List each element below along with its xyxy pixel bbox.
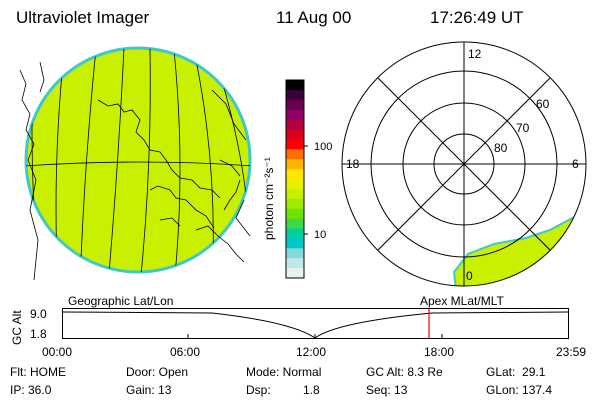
colorbar-swatch [286,139,304,150]
date-label: 11 Aug 00 [276,8,352,27]
colorbar-swatch [286,179,304,190]
colorbar-swatch [286,109,304,121]
colorbar-swatch [286,188,304,200]
geographic-map [19,46,252,281]
colorbar-swatch [286,258,304,269]
colorbar-swatch [286,80,304,91]
coastlines [19,61,251,281]
colorbar-swatch [286,89,304,101]
gc-alt-value: GC Alt: 8.3 Re [366,365,443,379]
colorbar-tick-100: 100 [314,141,332,153]
mode-status: Mode: Normal [246,365,322,379]
earth-disk [24,46,252,274]
time-tick-2359: 23:59 [556,345,587,359]
colorbar-swatch [286,218,304,229]
app-title: Ultraviolet Imager [16,8,150,27]
flight-status: Flt: HOME [10,365,66,379]
colorbar-swatch [286,198,304,210]
gain-value: Gain: 13 [126,383,172,397]
colorbar-unit-label: photon cm⁻²s⁻¹ [262,157,276,240]
glat-value: GLat: 29.1 [486,365,546,379]
time-tick-1800: 18:00 [424,345,455,359]
glon-value: GLon: 137.4 [486,383,553,397]
colorbar-swatch [286,268,304,279]
lat-label-80: 80 [494,141,508,155]
polar-plot: 12 18 6 0 60 70 80 [341,41,587,287]
colorbar-swatch [286,248,304,259]
time-tick-1200: 12:00 [296,345,327,359]
polar-grid [341,41,587,287]
colorbar-swatch [286,228,304,239]
altitude-tick-min: 1.8 [30,327,47,341]
time-tick-0000: 00:00 [42,345,73,359]
altitude-axis-title: GC Alt [10,310,24,345]
colorbar-swatch [286,159,304,170]
dsp-label: Dsp: [246,383,271,397]
time-tick-0600: 06:00 [170,345,201,359]
lon-grid-lines [26,48,250,272]
mlt-label-0: 0 [466,269,473,283]
colorbar-swatch [286,99,304,111]
colorbar-swatch [286,129,304,140]
ip-value: IP: 36.0 [10,383,52,397]
time-label: 17:26:49 UT [430,8,524,27]
colorbar-swatch [286,119,304,130]
colorbar-tick-10: 10 [314,229,326,241]
colorbar-swatch [286,238,304,249]
altitude-tick-max: 9.0 [30,307,47,321]
colorbar-swatch [286,208,304,220]
altitude-timeline-plot [62,308,569,339]
dsp-value: 1.8 [303,383,320,397]
mlt-label-6: 6 [572,157,579,171]
lat-label-60: 60 [536,97,550,111]
colorbar-swatch [286,169,304,180]
polar-plot-label: Apex MLat/MLT [420,294,504,308]
color-scale-bar: 100 10 [285,79,332,279]
door-status: Door: Open [126,365,189,379]
seq-value: Seq: 13 [366,383,408,397]
geo-map-label: Geographic Lat/Lon [68,294,174,308]
mlt-label-18: 18 [346,157,360,171]
colorbar-swatch [286,149,304,160]
mlt-label-12: 12 [468,47,482,61]
lat-label-70: 70 [516,121,530,135]
auroral-image-patch [452,197,586,286]
